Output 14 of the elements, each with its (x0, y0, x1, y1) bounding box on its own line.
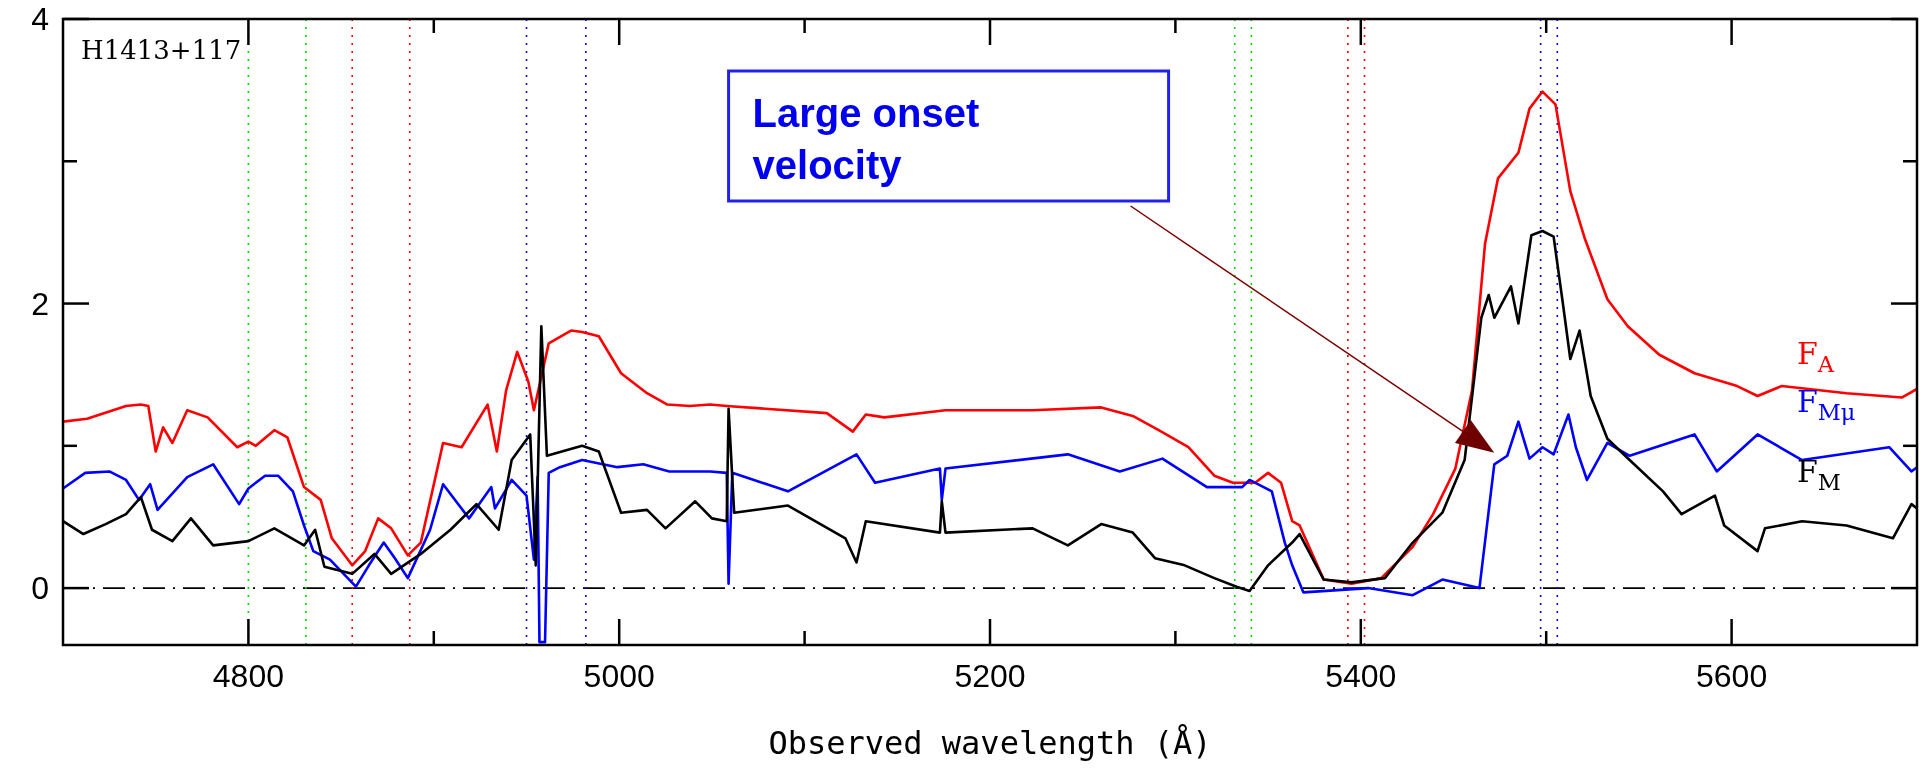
x-tick-label: 5600 (1696, 658, 1768, 694)
y-tick-label: 4 (31, 1, 49, 37)
x-axis-title: Observed wavelength (Å) (768, 724, 1212, 762)
annotation: H1413+117 (81, 35, 242, 65)
y-tick-label: 2 (31, 285, 49, 322)
series-label: F$_{A}$ (1797, 336, 1835, 377)
x-tick-label: 5000 (583, 658, 655, 694)
series-label: F$_{M}$ (1797, 454, 1841, 496)
series-label: F$_{Mμ}$ (1797, 384, 1856, 426)
annotation: Large onset velocity (752, 91, 980, 187)
x-tick-label: 5400 (1325, 658, 1397, 694)
y-tick-label: 0 (31, 570, 49, 607)
x-tick-label: 4800 (212, 658, 284, 694)
x-tick-label: 5200 (954, 658, 1026, 694)
